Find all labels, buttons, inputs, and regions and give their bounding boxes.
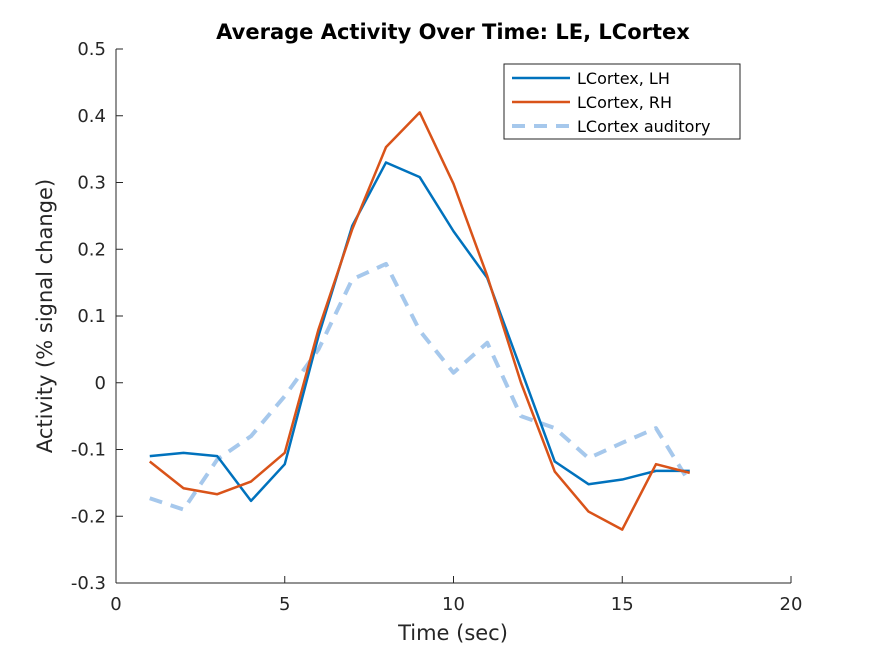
legend-label: LCortex, LH (577, 69, 670, 88)
y-tick-label: -0.1 (71, 440, 106, 461)
chart-title: Average Activity Over Time: LE, LCortex (216, 20, 690, 44)
legend-label: LCortex auditory (577, 117, 711, 136)
x-tick-label: 0 (110, 594, 121, 615)
y-tick-label: -0.3 (71, 573, 106, 594)
y-tick-label: -0.2 (71, 506, 106, 527)
y-tick-label: 0.5 (77, 39, 106, 60)
legend-label: LCortex, RH (577, 93, 672, 112)
y-tick-label: 0 (95, 373, 106, 394)
x-tick-label: 20 (780, 594, 803, 615)
legend: LCortex, LH LCortex, RH LCortex auditory (503, 63, 741, 140)
x-tick-label: 5 (279, 594, 290, 615)
y-tick-label: 0.1 (77, 306, 106, 327)
x-tick-label: 10 (442, 594, 465, 615)
plot-area: 0 5 10 15 20 -0.3 -0.2 -0.1 0 0.1 0.2 0.3 0.4 0.5 (71, 39, 803, 615)
series-layer (148, 111, 692, 531)
series-line-lcortex-rh (148, 111, 691, 531)
x-axis-label: Time (sec) (397, 621, 508, 645)
y-tick-label: 0.3 (77, 173, 106, 194)
y-axis-label: Activity (% signal change) (33, 179, 57, 453)
y-tick-label: 0.2 (77, 239, 106, 260)
y-tick-label: 0.4 (77, 106, 106, 127)
series-line-lcortex-auditory (149, 261, 692, 512)
x-tick-label: 15 (611, 594, 634, 615)
